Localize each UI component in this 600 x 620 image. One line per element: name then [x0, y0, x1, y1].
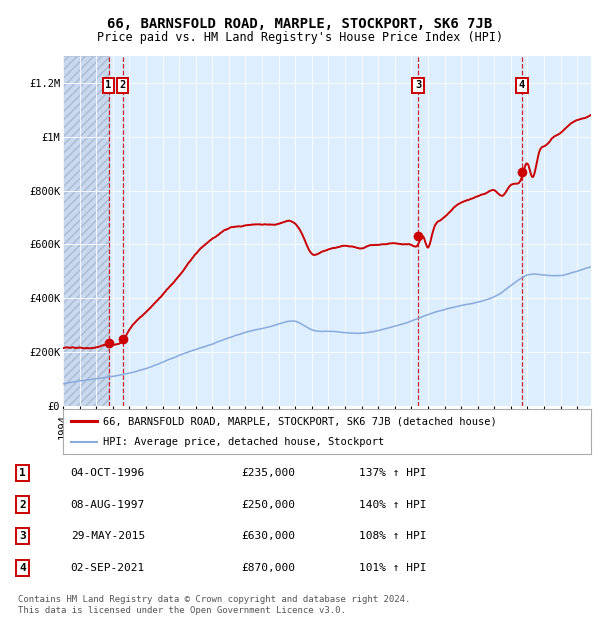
Text: Price paid vs. HM Land Registry's House Price Index (HPI): Price paid vs. HM Land Registry's House … [97, 31, 503, 44]
Text: 4: 4 [19, 563, 26, 573]
Text: 101% ↑ HPI: 101% ↑ HPI [359, 563, 426, 573]
Text: HPI: Average price, detached house, Stockport: HPI: Average price, detached house, Stoc… [103, 436, 384, 447]
Text: £250,000: £250,000 [241, 500, 295, 510]
Text: 1: 1 [19, 468, 26, 478]
Text: 140% ↑ HPI: 140% ↑ HPI [359, 500, 426, 510]
Text: 108% ↑ HPI: 108% ↑ HPI [359, 531, 426, 541]
Text: 04-OCT-1996: 04-OCT-1996 [71, 468, 145, 478]
Bar [63, 56, 109, 406]
Text: 3: 3 [19, 531, 26, 541]
Text: 3: 3 [415, 81, 421, 91]
Text: £870,000: £870,000 [241, 563, 295, 573]
Text: 66, BARNSFOLD ROAD, MARPLE, STOCKPORT, SK6 7JB (detached house): 66, BARNSFOLD ROAD, MARPLE, STOCKPORT, S… [103, 416, 496, 427]
Text: This data is licensed under the Open Government Licence v3.0.: This data is licensed under the Open Gov… [18, 606, 346, 616]
Text: £630,000: £630,000 [241, 531, 295, 541]
Text: £235,000: £235,000 [241, 468, 295, 478]
Text: 2: 2 [119, 81, 126, 91]
Text: 1: 1 [106, 81, 112, 91]
Text: Contains HM Land Registry data © Crown copyright and database right 2024.: Contains HM Land Registry data © Crown c… [18, 595, 410, 604]
Bar [63, 56, 109, 406]
Text: 137% ↑ HPI: 137% ↑ HPI [359, 468, 426, 478]
Text: 4: 4 [519, 81, 525, 91]
Text: 02-SEP-2021: 02-SEP-2021 [71, 563, 145, 573]
Text: 66, BARNSFOLD ROAD, MARPLE, STOCKPORT, SK6 7JB: 66, BARNSFOLD ROAD, MARPLE, STOCKPORT, S… [107, 17, 493, 32]
Text: 08-AUG-1997: 08-AUG-1997 [71, 500, 145, 510]
Text: 2: 2 [19, 500, 26, 510]
Text: 29-MAY-2015: 29-MAY-2015 [71, 531, 145, 541]
